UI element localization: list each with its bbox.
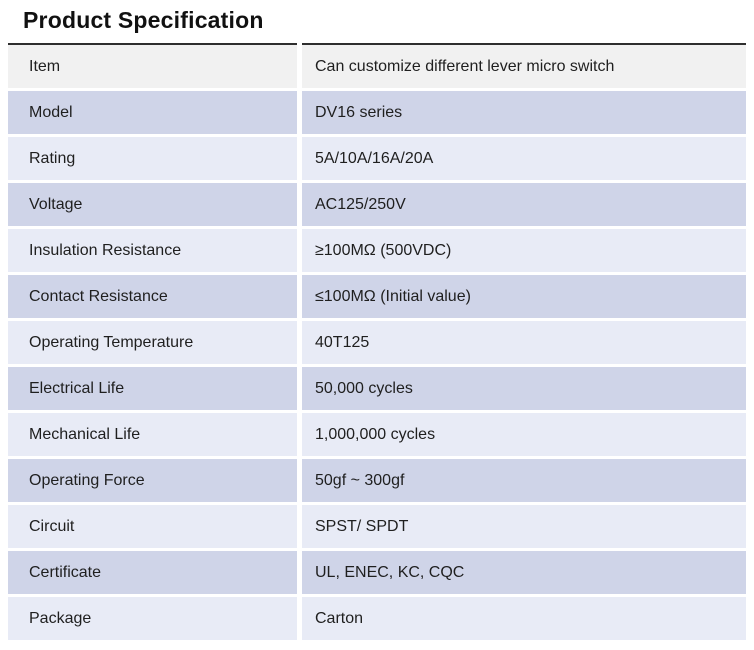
table-row: Certificate UL, ENEC, KC, CQC bbox=[8, 551, 746, 594]
row-label: Mechanical Life bbox=[8, 413, 297, 456]
table-row: Rating 5A/10A/16A/20A bbox=[8, 137, 746, 180]
table-row: Circuit SPST/ SPDT bbox=[8, 505, 746, 548]
row-label: Circuit bbox=[8, 505, 297, 548]
table-row: Item Can customize different lever micro… bbox=[8, 43, 746, 88]
row-label: Insulation Resistance bbox=[8, 229, 297, 272]
row-label: Item bbox=[8, 43, 297, 88]
table-row: Operating Force 50gf ~ 300gf bbox=[8, 459, 746, 502]
row-label: Operating Temperature bbox=[8, 321, 297, 364]
row-value: Carton bbox=[302, 597, 746, 640]
row-label: Voltage bbox=[8, 183, 297, 226]
table-row: Voltage AC125/250V bbox=[8, 183, 746, 226]
row-value: Can customize different lever micro swit… bbox=[302, 43, 746, 88]
table-row: Insulation Resistance ≥100MΩ (500VDC) bbox=[8, 229, 746, 272]
row-value: 5A/10A/16A/20A bbox=[302, 137, 746, 180]
row-label: Rating bbox=[8, 137, 297, 180]
table-row: Electrical Life 50,000 cycles bbox=[8, 367, 746, 410]
row-value: ≥100MΩ (500VDC) bbox=[302, 229, 746, 272]
row-label: Certificate bbox=[8, 551, 297, 594]
row-label: Contact Resistance bbox=[8, 275, 297, 318]
table-row: Contact Resistance ≤100MΩ (Initial value… bbox=[8, 275, 746, 318]
row-value: AC125/250V bbox=[302, 183, 746, 226]
row-value: 50gf ~ 300gf bbox=[302, 459, 746, 502]
spec-table: Item Can customize different lever micro… bbox=[8, 43, 746, 640]
row-value: SPST/ SPDT bbox=[302, 505, 746, 548]
table-row: Operating Temperature 40T125 bbox=[8, 321, 746, 364]
row-label: Operating Force bbox=[8, 459, 297, 502]
row-value: ≤100MΩ (Initial value) bbox=[302, 275, 746, 318]
page-title: Product Specification bbox=[23, 7, 264, 33]
table-row: Mechanical Life 1,000,000 cycles bbox=[8, 413, 746, 456]
row-value: 50,000 cycles bbox=[302, 367, 746, 410]
product-spec-page: Product Specification Item Can customize… bbox=[0, 6, 754, 640]
row-value: 1,000,000 cycles bbox=[302, 413, 746, 456]
row-value: UL, ENEC, KC, CQC bbox=[302, 551, 746, 594]
row-value: 40T125 bbox=[302, 321, 746, 364]
row-value: DV16 series bbox=[302, 91, 746, 134]
row-label: Package bbox=[8, 597, 297, 640]
table-row: Model DV16 series bbox=[8, 91, 746, 134]
row-label: Model bbox=[8, 91, 297, 134]
row-label: Electrical Life bbox=[8, 367, 297, 410]
table-row: Package Carton bbox=[8, 597, 746, 640]
